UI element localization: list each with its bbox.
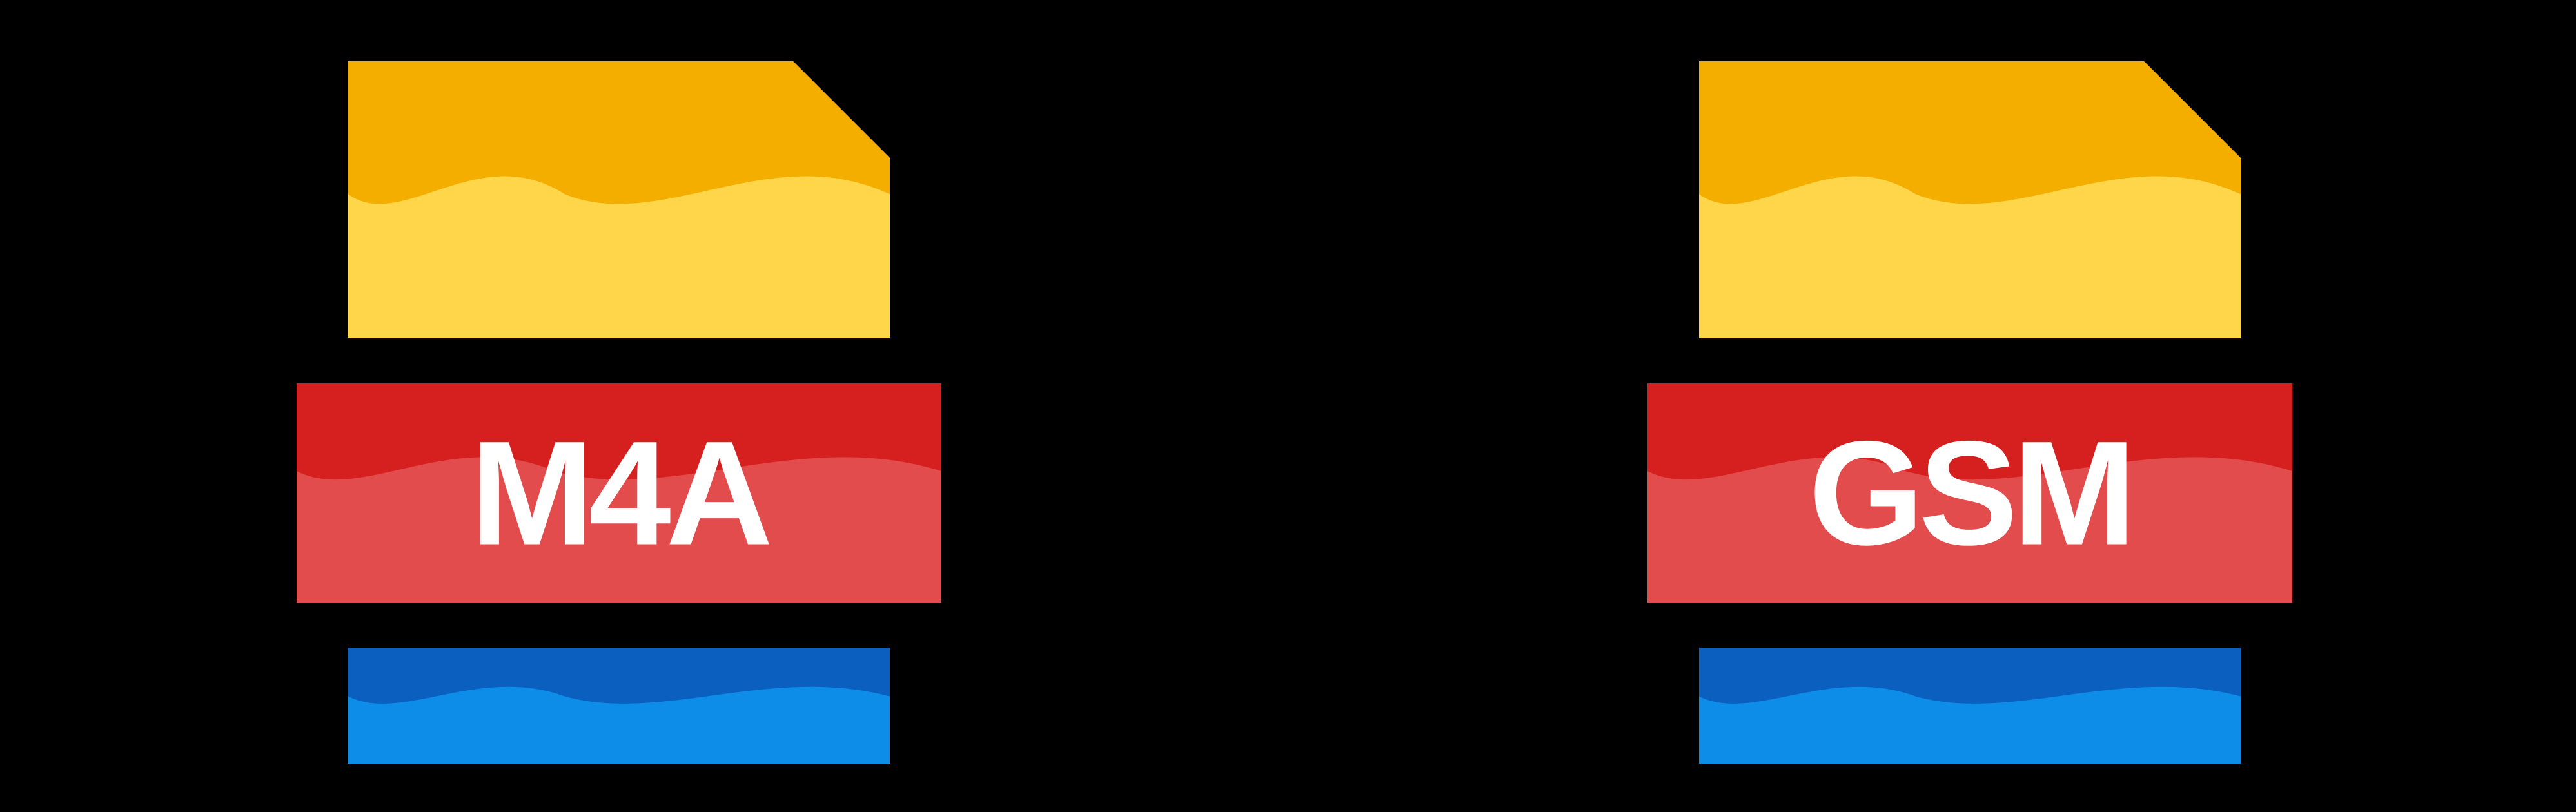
conversion-infographic: M4A GSM [0, 0, 2576, 812]
file-bottom-band [1699, 648, 2241, 764]
file-format-label: M4A [470, 411, 770, 576]
file-label-band: M4A [297, 383, 941, 603]
file-icon-m4a: M4A [297, 0, 941, 812]
file-format-label: GSM [1809, 411, 2131, 576]
file-bottom-band [348, 648, 890, 764]
file-icon-gsm: GSM [1647, 0, 2292, 812]
file-label-band: GSM [1647, 383, 2292, 603]
file-top-band [348, 61, 890, 338]
file-top-band [1699, 61, 2241, 338]
